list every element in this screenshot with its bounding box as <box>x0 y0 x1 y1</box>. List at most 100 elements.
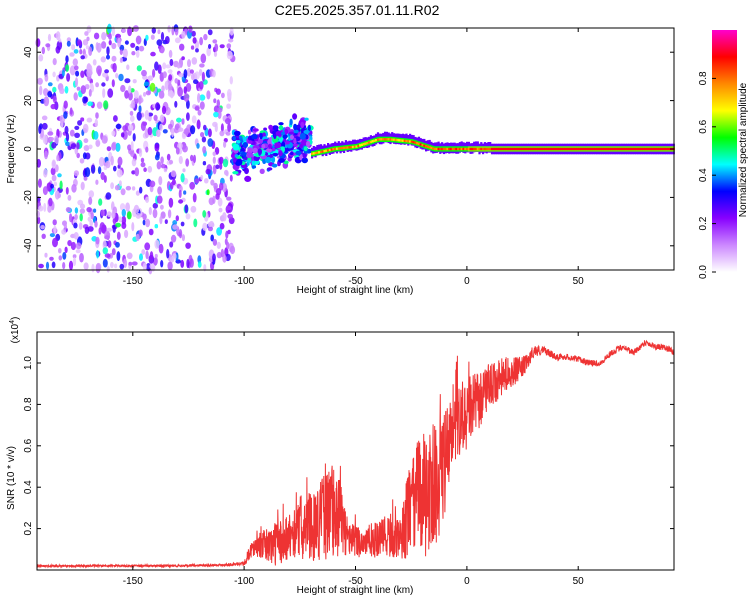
colorbar-tick-label: 0.2 <box>698 216 709 230</box>
noise-cell <box>160 204 164 210</box>
noise-cell <box>129 110 134 116</box>
noise-cell <box>65 207 71 213</box>
turbulent-cell <box>240 151 247 156</box>
noise-cell <box>128 91 133 101</box>
noise-cell <box>96 65 102 75</box>
noise-cell <box>202 161 207 166</box>
noise-cell <box>84 84 90 90</box>
ridge-core-cell <box>409 140 412 143</box>
noise-cell <box>145 146 149 153</box>
turbulent-cell <box>257 148 262 156</box>
noise-cell <box>166 153 171 161</box>
ridge-core-cell <box>569 147 572 151</box>
noise-cell <box>91 263 95 273</box>
ridge-core-cell <box>571 147 574 151</box>
noise-cell <box>79 208 86 214</box>
turbulent-cell <box>251 165 257 169</box>
noise-cell <box>73 232 79 240</box>
noise-cell <box>118 180 122 187</box>
noise-cell <box>147 126 153 136</box>
ridge-core-cell <box>489 147 492 151</box>
noise-cell <box>163 167 168 173</box>
ridge-core-cell <box>375 139 378 142</box>
ridge-core-cell <box>368 141 371 144</box>
noise-cell <box>189 181 196 190</box>
noise-cell <box>51 159 57 169</box>
ridge-core-cell <box>565 147 568 151</box>
noise-cell <box>159 114 165 123</box>
ridge-core-cell <box>400 139 403 142</box>
noise-cell <box>69 213 73 223</box>
noise-cell <box>108 40 112 46</box>
noise-cell <box>221 92 225 99</box>
ridge-core-cell <box>517 147 520 151</box>
ridge-core-cell <box>425 145 428 148</box>
noise-cell <box>227 229 231 235</box>
turbulent-cell <box>305 134 309 140</box>
noise-cell <box>86 117 93 123</box>
spectrogram-x-ticks: -150 -100 -50 0 50 <box>123 28 584 287</box>
turbulent-cell <box>274 142 282 149</box>
noise-cell <box>157 64 162 74</box>
noise-cell <box>63 223 67 231</box>
noise-cell <box>47 204 52 213</box>
ridge-core-cell <box>539 147 542 151</box>
turbulent-cell <box>272 152 279 157</box>
noise-cell <box>159 216 163 225</box>
ridge-core-cell <box>628 147 631 151</box>
ridge-core-cell <box>460 147 463 151</box>
ridge-core-cell <box>594 147 597 151</box>
noise-cell <box>88 190 95 198</box>
noise-cell <box>226 43 232 49</box>
noise-cell <box>149 263 156 270</box>
noise-cell <box>79 252 84 263</box>
noise-cell <box>138 45 145 52</box>
noise-cell <box>75 242 82 250</box>
noise-cell <box>212 253 216 263</box>
ridge-core-cell <box>549 147 552 151</box>
noise-cell <box>207 128 212 138</box>
noise-cell <box>97 166 102 175</box>
noise-cell <box>110 261 114 269</box>
noise-cell <box>67 240 72 247</box>
spectrogram-y-label: Frequency (Hz) <box>6 115 17 184</box>
noise-cell <box>119 263 125 270</box>
noise-cell <box>111 26 116 37</box>
ridge-core-cell <box>592 147 595 151</box>
noise-cell <box>55 31 61 41</box>
ridge-core-cell <box>396 138 399 142</box>
ridge-core-cell <box>449 147 453 151</box>
ridge-core-cell <box>451 147 454 151</box>
noise-cell <box>168 123 173 130</box>
noise-cell <box>222 212 227 222</box>
noise-cell <box>142 262 147 271</box>
ridge-core-cell <box>633 147 636 151</box>
turbulent-cell <box>299 153 303 161</box>
ridge-core-cell <box>311 152 314 155</box>
noise-cell <box>160 156 164 165</box>
ridge-core-cell <box>640 147 643 151</box>
noise-cell <box>62 262 66 270</box>
noise-cell <box>160 260 164 268</box>
noise-cell <box>66 40 71 47</box>
noise-cell <box>182 145 188 153</box>
ridge-core-cell <box>323 149 326 153</box>
ridge-core-cell <box>341 146 344 150</box>
noise-cell <box>138 148 143 157</box>
noise-cell <box>41 115 48 121</box>
noise-cell <box>57 192 61 199</box>
ridge-core-cell <box>350 146 353 149</box>
ridge-core-cell <box>667 147 670 151</box>
y-tick-label: -40 <box>23 238 34 253</box>
ridge-core-cell <box>380 138 383 141</box>
noise-cell <box>85 45 90 50</box>
noise-cell <box>89 219 93 227</box>
noise-cell <box>38 125 42 134</box>
ridge-core-cell <box>405 139 408 143</box>
x-tick-label: 50 <box>573 576 585 587</box>
noise-cell <box>219 222 225 230</box>
noise-cell <box>180 221 185 227</box>
noise-cell <box>212 121 218 128</box>
noise-cell <box>76 152 80 159</box>
noise-cell <box>127 124 134 132</box>
